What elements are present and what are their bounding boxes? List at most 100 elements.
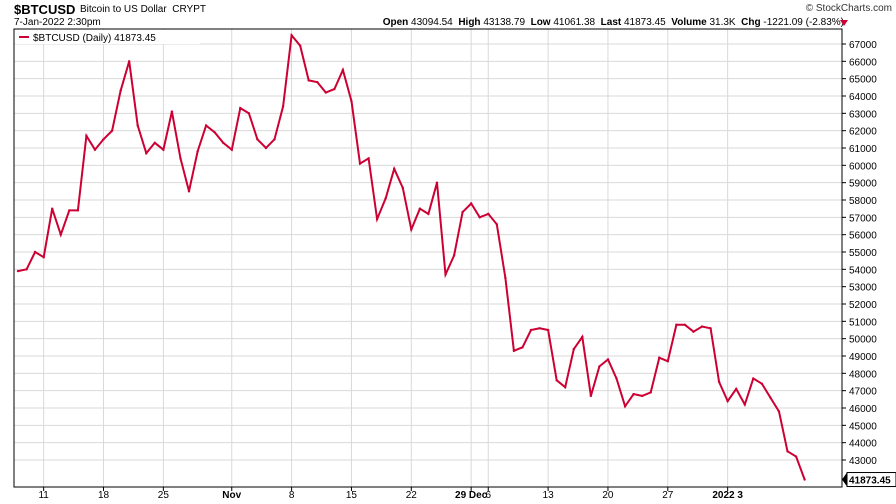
y-tick-label: 67000 — [849, 40, 877, 51]
data-point — [170, 110, 174, 113]
data-point — [581, 335, 584, 339]
data-point — [564, 386, 567, 389]
data-point — [717, 380, 721, 384]
data-point — [692, 330, 695, 333]
data-point — [187, 190, 191, 193]
date-label: 7-Jan-2022 2:30pm — [14, 17, 101, 28]
symbol-label: $BTCUSD — [14, 2, 76, 17]
y-tick-label: 66000 — [849, 57, 877, 68]
y-tick-label: 49000 — [849, 352, 877, 363]
data-point — [589, 394, 593, 398]
data-point — [179, 157, 182, 160]
data-point — [239, 106, 242, 110]
data-point — [418, 207, 422, 210]
data-point — [487, 212, 490, 216]
low-label: Low — [530, 17, 551, 28]
data-point — [298, 44, 302, 47]
y-tick-label: 62000 — [849, 127, 877, 138]
y-tick-label: 54000 — [849, 265, 877, 276]
y-tick-label: 60000 — [849, 161, 877, 172]
y-tick-label: 55000 — [849, 248, 877, 259]
data-point — [213, 131, 216, 134]
x-tick-label: 22 — [406, 490, 418, 501]
data-point — [153, 141, 156, 144]
grid-lines — [14, 29, 842, 487]
data-point — [640, 394, 644, 398]
data-point — [469, 202, 473, 205]
data-point — [145, 152, 148, 155]
data-point — [606, 358, 610, 361]
data-point — [316, 80, 319, 84]
volume-value: 31.3K — [709, 17, 736, 28]
data-point — [743, 403, 746, 406]
data-point — [752, 377, 755, 380]
data-point — [230, 148, 233, 151]
x-tick-label: 18 — [98, 490, 110, 501]
y-tick-label: 59000 — [849, 179, 877, 190]
data-point — [435, 181, 439, 184]
y-axis: 43000 44000 45000 46000 47000 48000 49000 50000… — [842, 40, 877, 467]
last-value-label: 41873.45 — [842, 472, 896, 488]
data-point — [803, 478, 806, 481]
data-point — [700, 325, 704, 328]
data-point — [119, 89, 122, 93]
data-point — [675, 323, 678, 326]
legend-text: $BTCUSD (Daily) 41873.45 — [33, 33, 156, 44]
legend: $BTCUSD (Daily) 41873.45 — [15, 30, 200, 44]
data-point — [478, 216, 481, 219]
last-value-text: 41873.45 — [849, 476, 891, 487]
y-tick-label: 44000 — [849, 439, 877, 450]
data-point — [16, 269, 20, 273]
chg-label: Chg — [741, 17, 761, 28]
data-point — [204, 124, 208, 127]
y-tick-label: 65000 — [849, 75, 877, 86]
y-tick-label: 64000 — [849, 92, 877, 103]
data-points — [16, 34, 806, 481]
data-point — [307, 79, 310, 82]
data-point — [546, 328, 550, 332]
data-point — [162, 148, 165, 151]
x-tick-label: 15 — [346, 490, 358, 501]
data-point — [333, 87, 336, 91]
data-point — [358, 162, 362, 165]
chart-header: $BTCUSD Bitcoin to US Dollar CRYPT 7-Jan… — [0, 0, 896, 32]
data-point — [777, 410, 781, 413]
data-point — [256, 138, 259, 141]
y-tick-label: 52000 — [849, 300, 877, 311]
data-point — [264, 146, 268, 150]
data-point — [529, 328, 533, 332]
x-tick-label: 8 — [289, 490, 295, 501]
data-point — [794, 455, 798, 458]
y-tick-label: 45000 — [849, 421, 877, 432]
volume-label: Volume — [671, 17, 707, 28]
data-point — [666, 360, 669, 363]
data-point — [769, 396, 772, 399]
data-point — [375, 217, 379, 221]
y-tick-label: 48000 — [849, 369, 877, 380]
data-point — [350, 100, 353, 103]
x-tick-label: 29 Dec — [455, 490, 488, 501]
data-point — [615, 377, 618, 380]
price-stats: Open 43094.54 High 43138.79 Low 41061.38… — [383, 17, 844, 28]
data-point — [393, 167, 396, 170]
data-point — [85, 134, 88, 138]
data-point — [786, 450, 789, 453]
data-point — [623, 405, 627, 408]
data-point — [572, 347, 575, 351]
data-point — [649, 391, 652, 394]
data-point — [735, 387, 738, 391]
data-point — [281, 105, 285, 108]
copyright-label[interactable]: © StockCharts.com — [805, 3, 892, 14]
plot-frame — [13, 28, 843, 488]
data-point — [504, 276, 507, 280]
y-tick-label: 47000 — [849, 387, 877, 398]
data-point — [598, 365, 601, 368]
data-point — [384, 197, 387, 200]
data-point — [196, 150, 199, 153]
y-tick-label: 61000 — [849, 144, 877, 155]
y-tick-label: 53000 — [849, 283, 877, 294]
data-point — [290, 34, 293, 37]
x-tick-label: 6 — [485, 490, 491, 501]
high-label: High — [458, 17, 481, 28]
